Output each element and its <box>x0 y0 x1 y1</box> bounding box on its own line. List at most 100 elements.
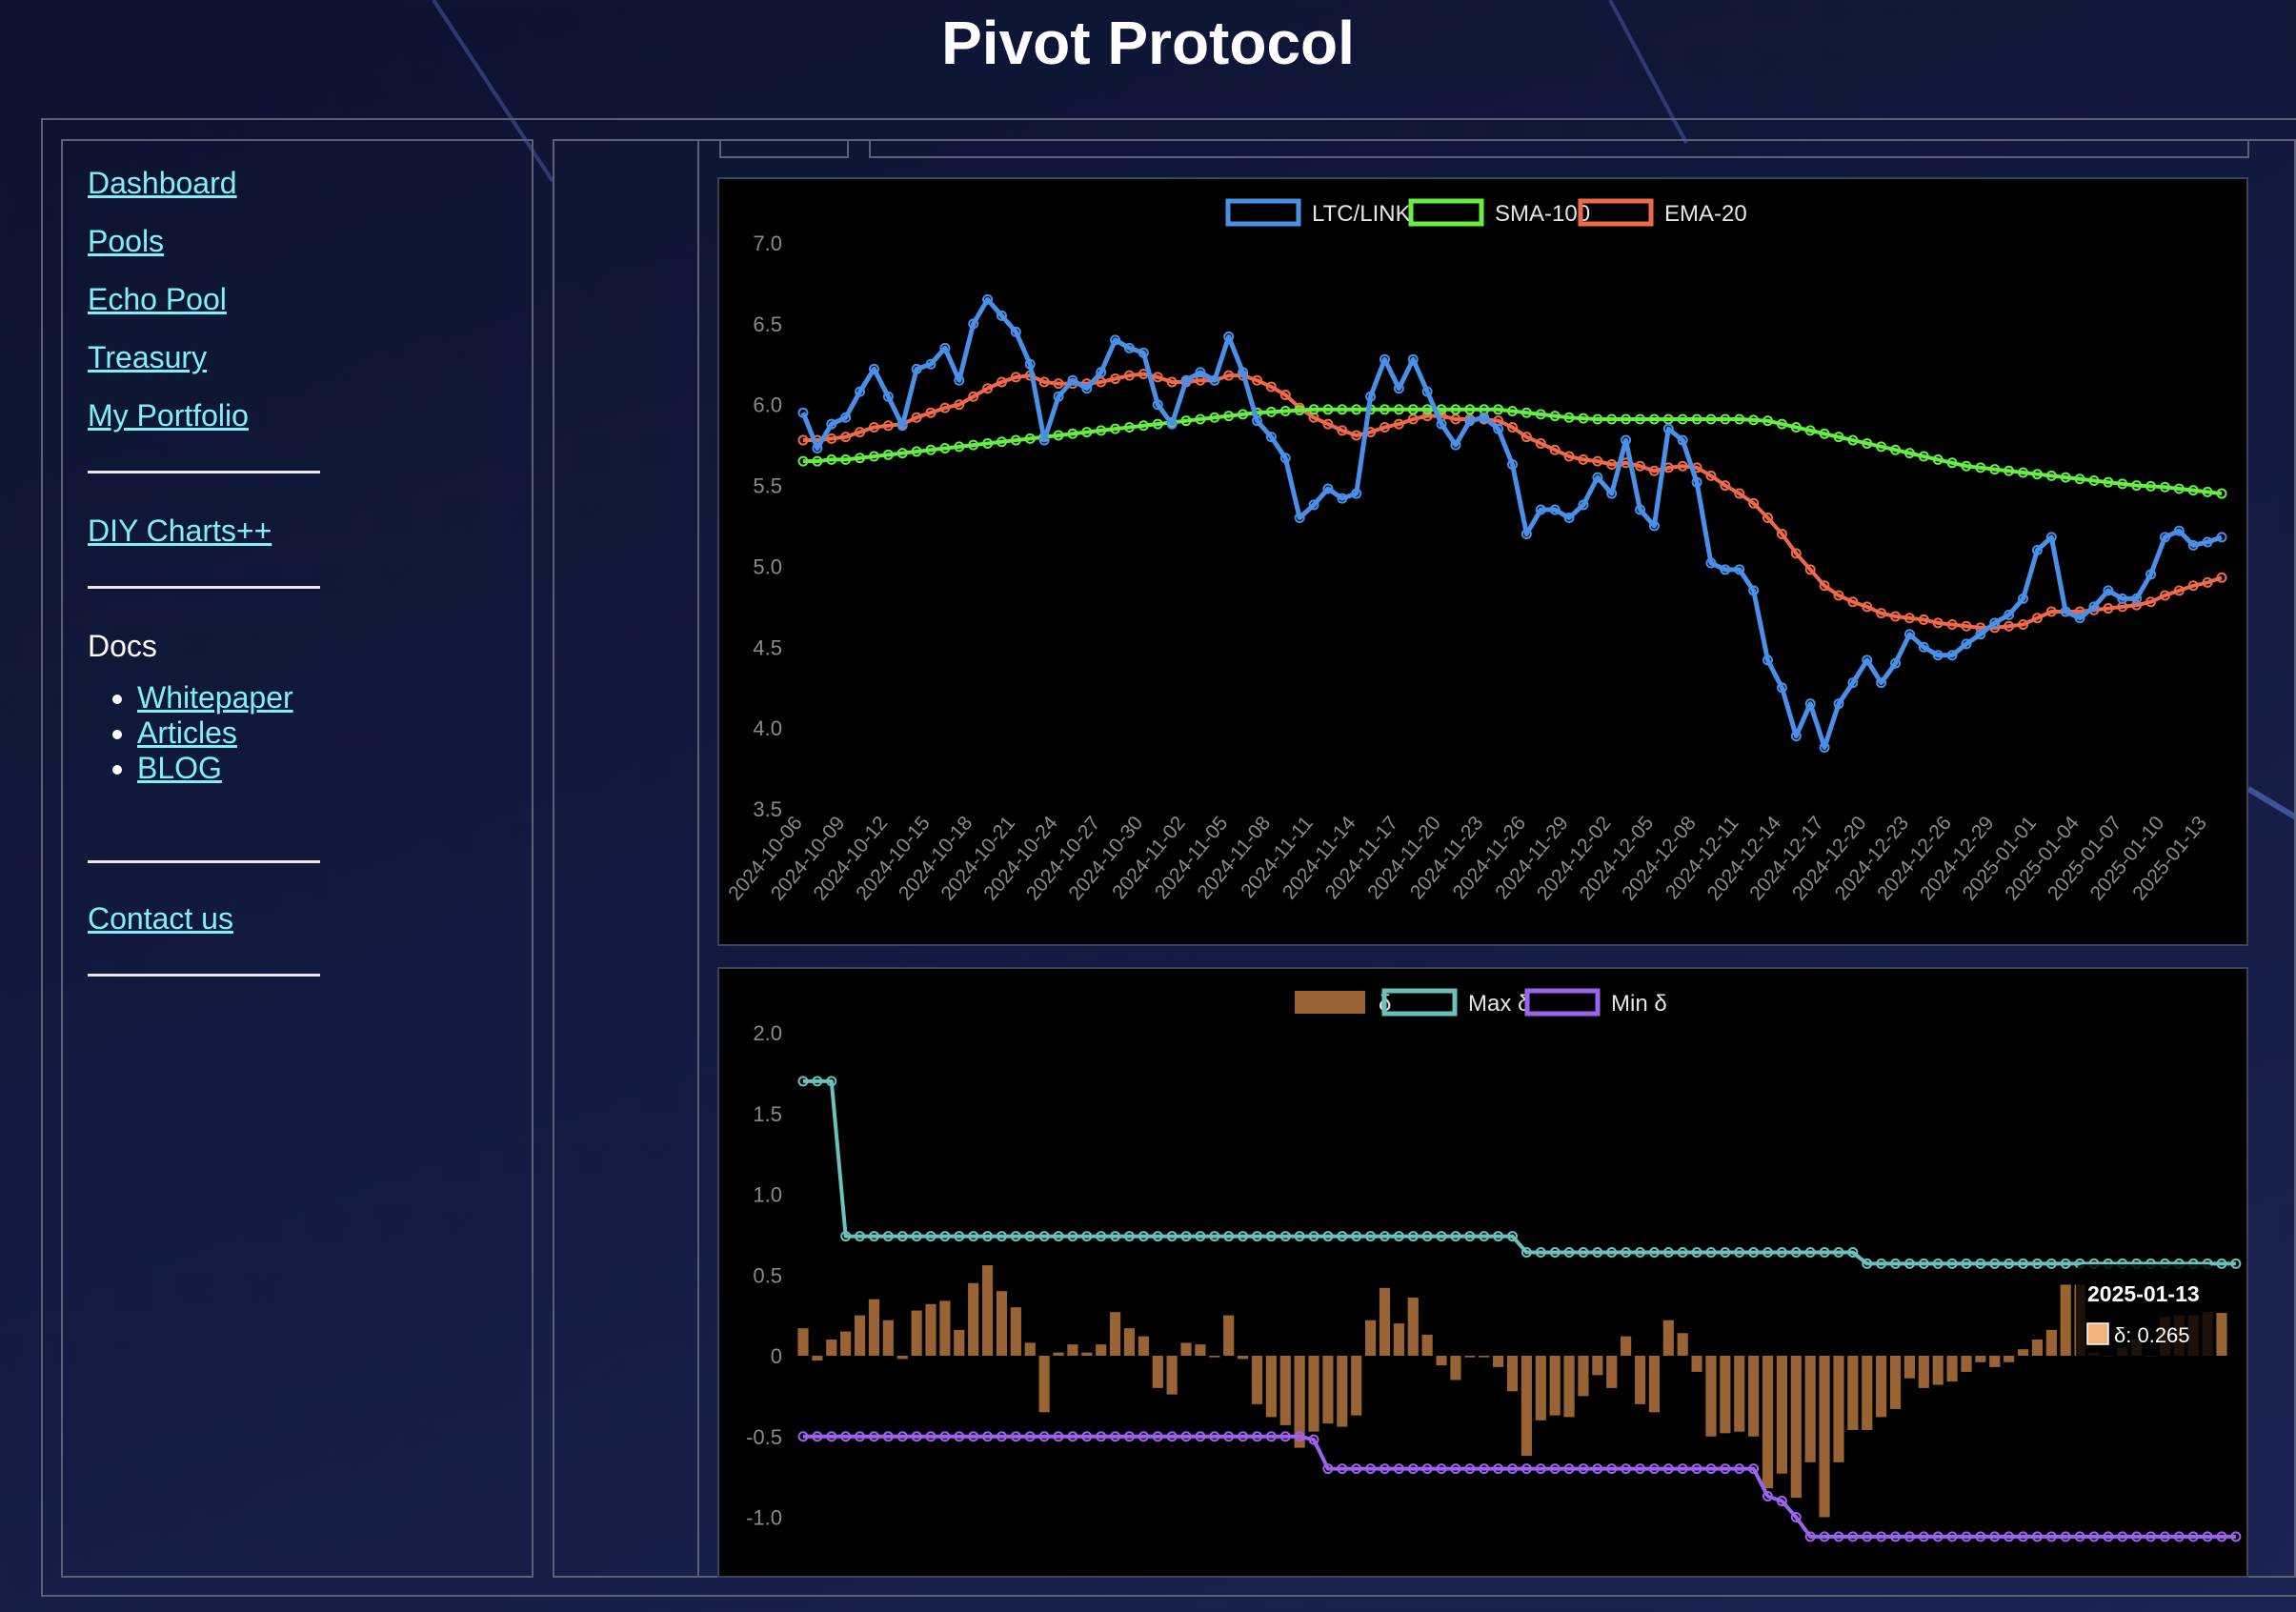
max-delta-point <box>1038 1231 1050 1242</box>
max-delta-point <box>1677 1247 1688 1259</box>
docs-link-articles[interactable]: Articles <box>137 715 237 750</box>
min-delta-point <box>1677 1463 1688 1475</box>
nav-link-contact-us[interactable]: Contact us <box>88 901 233 936</box>
min-delta-point <box>826 1431 837 1442</box>
sma-point <box>1337 404 1348 415</box>
nav-link-echo-pool[interactable]: Echo Pool <box>88 282 227 316</box>
ema-point <box>1932 617 1944 629</box>
max-delta-point <box>1535 1247 1546 1259</box>
max-delta-point <box>1635 1247 1646 1259</box>
control-box-stub-wide[interactable] <box>869 139 2249 158</box>
price-point <box>1691 476 1702 488</box>
tooltip-swatch <box>2086 1322 2109 1345</box>
nav-link-pools[interactable]: Pools <box>88 224 165 258</box>
delta-bar <box>1549 1356 1561 1416</box>
price-point <box>1535 504 1546 515</box>
max-delta-point <box>1734 1247 1745 1259</box>
docs-heading: Docs <box>88 629 157 663</box>
delta-bar <box>1833 1356 1844 1462</box>
ema-point <box>1946 619 1958 631</box>
min-delta-point <box>1705 1463 1717 1475</box>
min-delta-line <box>803 1434 2236 1539</box>
min-delta-point <box>1322 1463 1334 1475</box>
price-point <box>968 318 979 330</box>
price-point <box>1096 367 1107 378</box>
min-delta-point <box>1961 1531 1972 1542</box>
docs-list-item: Whitepaper <box>137 680 293 715</box>
docs-link-blog[interactable]: BLOG <box>137 751 222 785</box>
ema-point <box>2004 620 2015 632</box>
price-point <box>840 412 852 423</box>
docs-link-whitepaper[interactable]: Whitepaper <box>137 680 293 715</box>
max-delta-point <box>2216 1258 2227 1269</box>
delta-bar <box>954 1329 965 1356</box>
delta-bar <box>1294 1356 1305 1448</box>
min-delta-point <box>1166 1431 1178 1442</box>
min-delta-point <box>1123 1431 1135 1442</box>
min-delta-point <box>1932 1531 1944 1542</box>
sma-point <box>882 449 894 460</box>
nav-link-dashboard[interactable]: Dashboard <box>88 166 237 200</box>
price-point <box>925 358 937 370</box>
price-chart[interactable]: LTC/LINK SMA-100 EMA-20 7.0 6.5 6.0 5.5 5.0 4.5 4… <box>719 179 2246 944</box>
max-delta-point <box>1279 1231 1291 1242</box>
price-point <box>2145 569 2157 580</box>
control-box-stub[interactable] <box>719 139 849 158</box>
min-delta-point <box>1535 1463 1546 1475</box>
min-delta-point <box>2060 1531 2071 1542</box>
ema-point <box>1450 413 1461 425</box>
sma-point <box>2173 483 2185 494</box>
ema-point <box>1549 444 1561 455</box>
min-delta-point <box>1407 1463 1419 1475</box>
min-delta-point <box>1734 1463 1745 1475</box>
ema-point <box>1223 370 1235 381</box>
ema-point <box>868 421 879 433</box>
price-point <box>1493 423 1504 434</box>
price-point <box>1677 434 1688 446</box>
y-tick-label: 2.0 <box>753 1021 782 1045</box>
max-delta-point <box>896 1231 908 1242</box>
min-delta-point <box>1038 1431 1050 1442</box>
min-delta-point <box>1223 1431 1235 1442</box>
ema-point <box>1279 390 1291 401</box>
min-delta-point <box>911 1431 922 1442</box>
y-tick-label: 6.0 <box>753 393 782 417</box>
price-point <box>1903 629 1915 640</box>
price-point <box>1961 638 1972 650</box>
price-point <box>2202 536 2213 548</box>
min-delta-point <box>797 1431 809 1442</box>
delta-bar <box>1578 1356 1589 1397</box>
sma-point <box>1691 413 1702 425</box>
nav-link-my-portfolio[interactable]: My Portfolio <box>88 398 249 433</box>
price-point <box>1862 655 1873 666</box>
min-delta-point <box>1209 1431 1220 1442</box>
delta-bar <box>1535 1356 1546 1421</box>
ema-point <box>1762 513 1774 524</box>
delta-bar <box>2004 1356 2015 1362</box>
price-point <box>1407 353 1419 365</box>
sma-point <box>1322 404 1334 415</box>
delta-bar <box>1479 1356 1490 1358</box>
delta-chart[interactable]: δ Max δ Min δ 2.0 1.5 1.0 0.5 0 -0.5 -1.0 2025-01-… <box>719 969 2246 1576</box>
price-point <box>1209 374 1220 386</box>
ema-point <box>1123 370 1135 381</box>
delta-bar <box>911 1310 922 1356</box>
sma-point <box>1493 404 1504 415</box>
min-delta-point <box>2004 1531 2015 1542</box>
delta-bar <box>840 1331 852 1356</box>
nav-link-diy-charts[interactable]: DIY Charts++ <box>88 514 272 548</box>
delta-bar <box>1975 1356 1986 1362</box>
max-delta-point <box>1592 1247 1603 1259</box>
max-delta-point <box>996 1231 1007 1242</box>
sma-point <box>1662 413 1674 425</box>
price-point <box>1123 342 1135 353</box>
sma-point <box>1903 448 1915 459</box>
delta-bar <box>1720 1356 1731 1434</box>
legend-swatch <box>1578 198 1654 227</box>
min-delta-point <box>1521 1463 1532 1475</box>
delta-bar <box>1067 1344 1078 1356</box>
delta-chart-panel[interactable]: δ Max δ Min δ 2.0 1.5 1.0 0.5 0 -0.5 -1.0 2025-01-… <box>717 967 2248 1578</box>
max-delta-point <box>1180 1231 1192 1242</box>
price-chart-panel[interactable]: LTC/LINK SMA-100 EMA-20 7.0 6.5 6.0 5.5 5.0 4.5 4… <box>717 177 2248 946</box>
nav-link-treasury[interactable]: Treasury <box>88 340 208 374</box>
